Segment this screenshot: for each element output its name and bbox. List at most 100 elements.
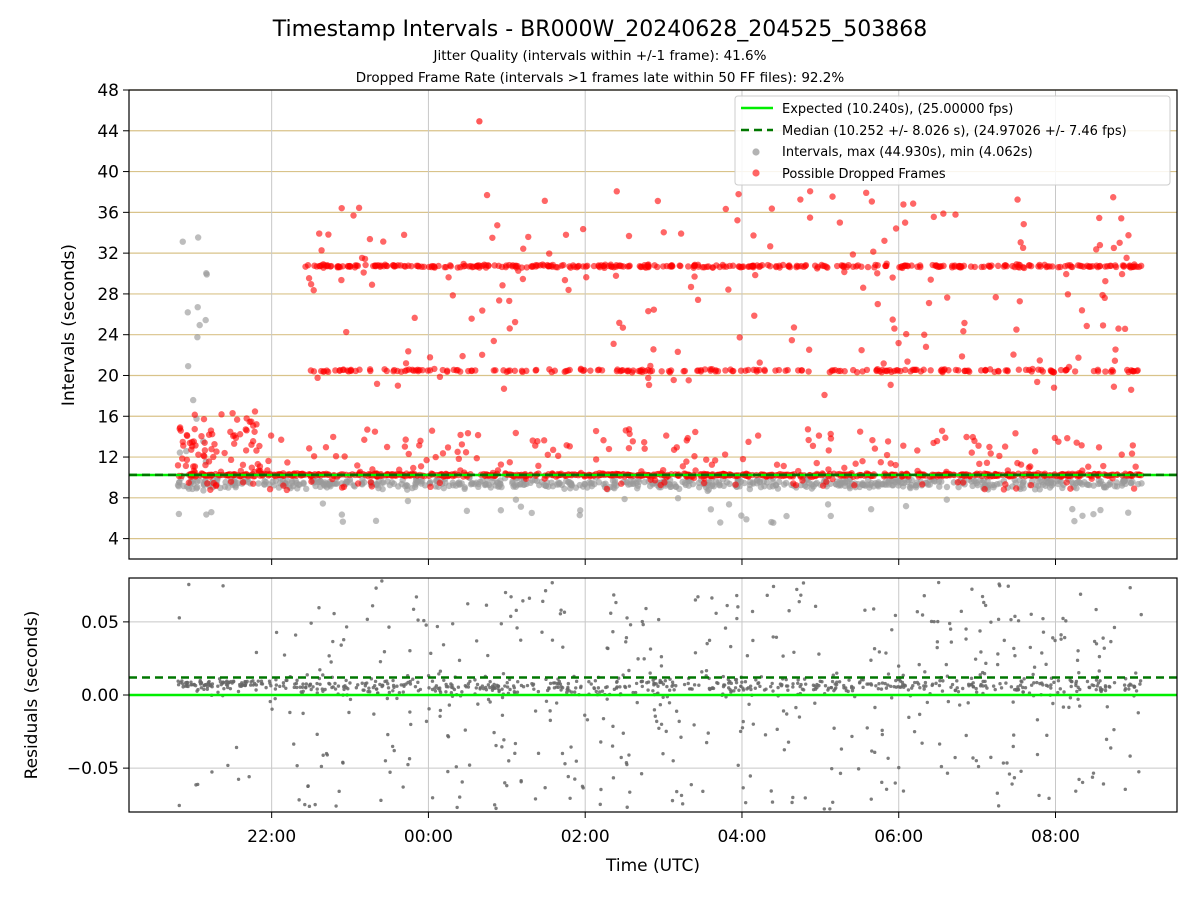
- residual-point: [1044, 662, 1048, 667]
- residual-point: [945, 771, 950, 775]
- dropped-frame-point: [500, 367, 507, 374]
- interval-point: [827, 512, 834, 520]
- dropped-frame-point: [914, 263, 921, 270]
- dropped-frame-point: [179, 455, 186, 462]
- residual-point: [433, 689, 438, 693]
- dropped-frame-point: [233, 416, 241, 423]
- dropped-frame-point: [266, 486, 274, 493]
- residual-point: [292, 742, 296, 746]
- residual-point: [791, 685, 795, 689]
- residual-point: [1092, 639, 1097, 644]
- dropped-frame-point: [955, 367, 962, 374]
- interval-point: [497, 507, 505, 514]
- top-y-tick-label: 20: [97, 366, 119, 386]
- residual-point: [401, 785, 405, 789]
- residual-point: [247, 775, 251, 779]
- dropped-frame-point: [797, 196, 804, 203]
- dropped-frame-point: [318, 247, 325, 254]
- dropped-frame-point: [200, 452, 207, 459]
- dropped-frame-point: [829, 367, 837, 374]
- residual-point: [798, 684, 802, 689]
- residual-point: [792, 650, 796, 654]
- dropped-frame-point: [862, 189, 870, 197]
- residual-point: [973, 657, 978, 661]
- residual-point: [457, 658, 462, 663]
- residual-point: [1080, 780, 1085, 785]
- dropped-frame-point: [654, 263, 661, 271]
- residual-point: [705, 641, 709, 646]
- residual-point: [1087, 685, 1092, 690]
- interval-point: [824, 501, 832, 508]
- residual-point: [319, 764, 324, 769]
- dropped-frame-point: [945, 367, 952, 374]
- dropped-frame-point: [1125, 232, 1132, 239]
- dropped-frame-point: [566, 443, 573, 450]
- residual-point: [512, 689, 517, 694]
- residual-point: [677, 719, 681, 724]
- residual-point: [407, 757, 412, 761]
- dropped-frame-point: [335, 263, 343, 271]
- residual-point: [619, 755, 623, 760]
- residual-point: [599, 787, 603, 792]
- residual-point: [336, 684, 341, 688]
- residual-point: [404, 682, 408, 686]
- dropped-frame-point: [580, 263, 587, 270]
- residual-point: [787, 609, 791, 613]
- residual-point: [635, 700, 639, 705]
- interval-point: [175, 510, 183, 518]
- x-axis-label: Time (UTC): [605, 856, 700, 876]
- dropped-frame-point: [346, 262, 353, 270]
- dropped-frame-point: [310, 368, 318, 375]
- x-tick-label: 06:00: [874, 827, 923, 847]
- interval-point: [955, 483, 962, 491]
- residual-point: [1137, 770, 1141, 774]
- interval-point: [1102, 484, 1110, 491]
- dropped-frame-point: [307, 281, 315, 288]
- residual-point: [1076, 649, 1080, 653]
- dropped-frame-point: [679, 463, 687, 470]
- residual-point: [831, 673, 836, 677]
- residual-point: [1009, 685, 1014, 689]
- dropped-frame-point: [982, 367, 989, 374]
- residual-point: [850, 689, 855, 693]
- residual-point: [738, 729, 743, 734]
- dropped-frame-point: [322, 444, 330, 451]
- residual-point: [1105, 705, 1109, 709]
- dropped-frame-point: [930, 439, 937, 447]
- residual-point: [707, 638, 712, 643]
- residual-point: [406, 762, 410, 767]
- residual-point: [500, 745, 504, 749]
- dropped-frame-point: [366, 366, 374, 373]
- dropped-frame-point: [978, 263, 985, 271]
- dropped-frame-point: [468, 315, 475, 322]
- interval-point: [1037, 477, 1044, 484]
- residual-point: [293, 633, 298, 637]
- residual-point: [395, 696, 399, 701]
- dropped-frame-point: [887, 381, 894, 389]
- residual-point: [641, 622, 645, 627]
- dropped-frame-point: [1064, 291, 1072, 298]
- residual-point: [457, 795, 462, 799]
- residual-point: [754, 678, 758, 682]
- dropped-frame-point: [751, 312, 758, 319]
- residual-point: [236, 777, 241, 781]
- residual-point: [979, 650, 983, 654]
- dropped-frame-point: [1002, 367, 1009, 374]
- dropped-frame-point: [942, 434, 949, 441]
- residual-point: [558, 612, 563, 616]
- interval-point: [1057, 478, 1065, 485]
- dropped-frame-point: [645, 263, 652, 271]
- interval-point: [943, 483, 951, 491]
- residual-point: [1129, 683, 1133, 687]
- dropped-frame-point: [1075, 354, 1082, 361]
- dropped-frame-point: [361, 255, 369, 263]
- residual-point: [769, 789, 773, 793]
- residual-point: [794, 705, 798, 710]
- dropped-frame-point: [619, 367, 626, 374]
- legend-intervals-marker: [752, 148, 760, 156]
- residual-point: [566, 681, 571, 686]
- residual-point: [729, 644, 733, 649]
- dropped-frame-point: [249, 480, 257, 487]
- residual-point: [781, 654, 785, 658]
- residual-point: [923, 680, 928, 685]
